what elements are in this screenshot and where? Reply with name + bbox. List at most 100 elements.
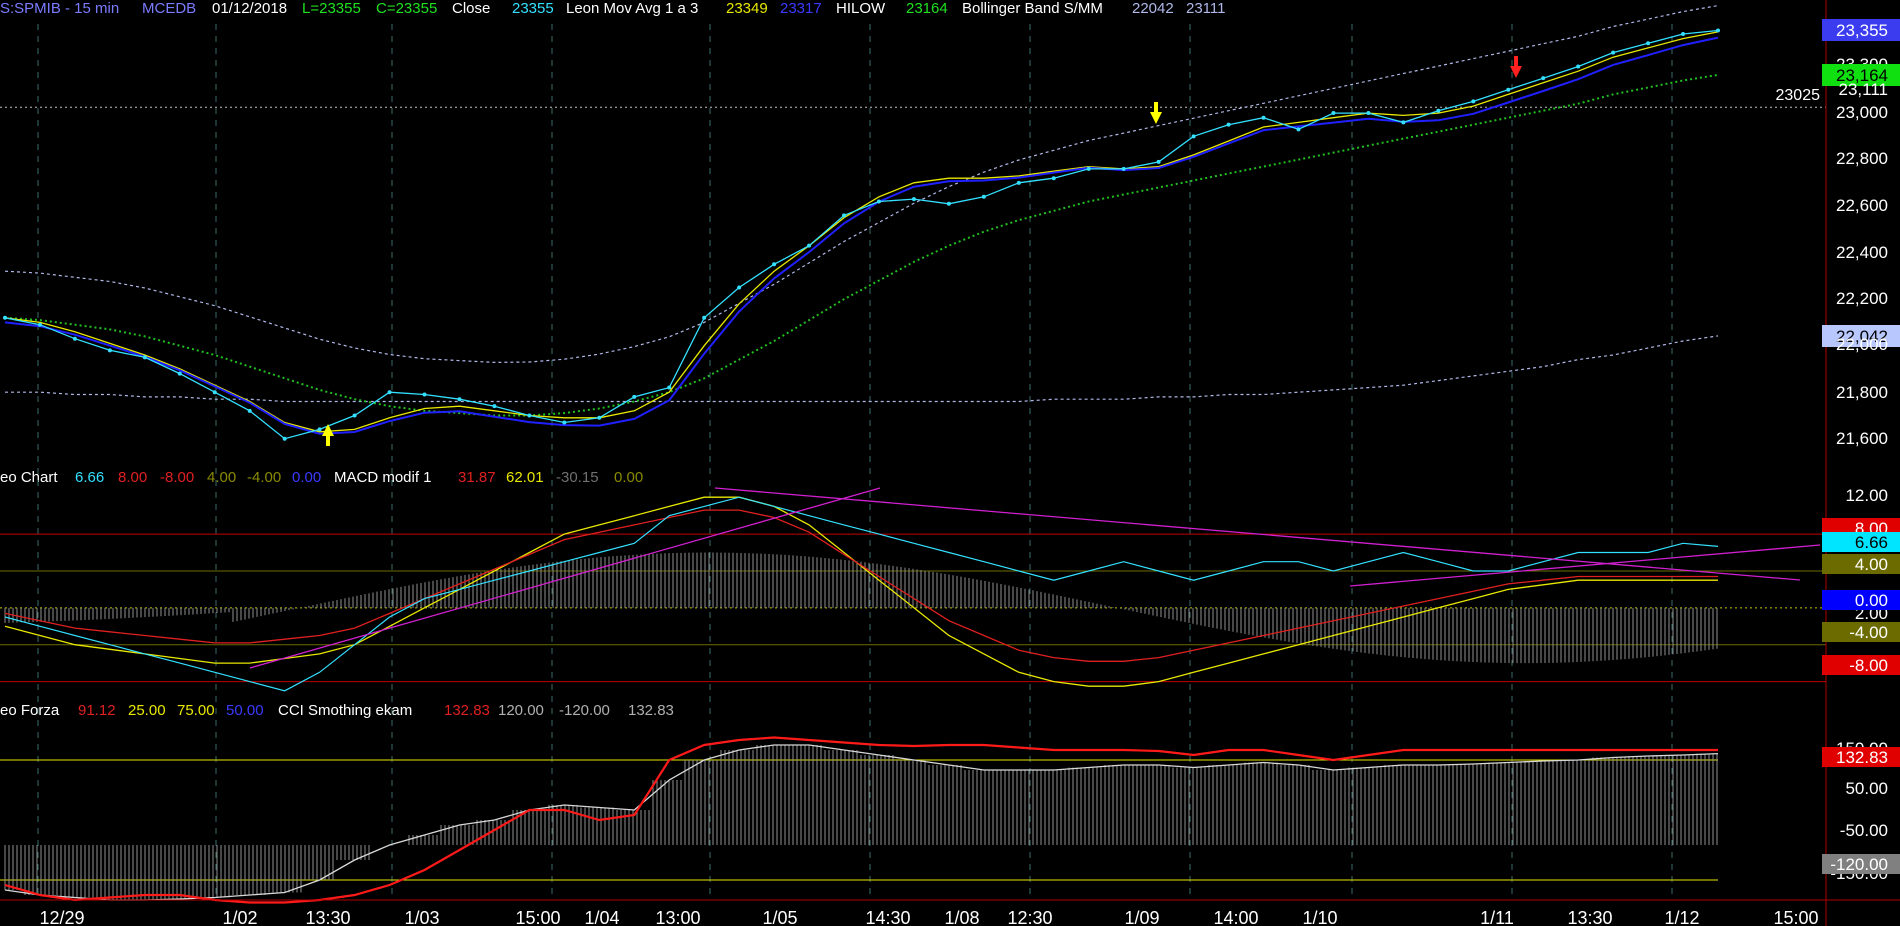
price-tag-label: 23,355 bbox=[1836, 21, 1888, 40]
close-point bbox=[1541, 76, 1546, 81]
price-tick-label: 23,000 bbox=[1836, 103, 1888, 122]
close-point bbox=[387, 390, 392, 395]
forza-f4: 50.00 bbox=[226, 702, 264, 719]
close-point bbox=[702, 315, 707, 320]
bollinger-upper-line bbox=[4, 5, 1719, 364]
close-point bbox=[1646, 41, 1651, 46]
close-point bbox=[247, 408, 252, 413]
price-tag-box bbox=[1822, 19, 1900, 41]
ma-value-2: 23317 bbox=[780, 0, 822, 17]
price-tag-box bbox=[1822, 325, 1900, 347]
close-line bbox=[4, 29, 1719, 440]
forza-line bbox=[4, 736, 1718, 904]
bb-label: Bollinger Band S/MM bbox=[962, 0, 1103, 17]
forza-tag-label: -120.00 bbox=[1830, 855, 1888, 874]
price-tag-box bbox=[1822, 64, 1900, 86]
close-point bbox=[1156, 159, 1161, 164]
time-tick-label: 1/03 bbox=[404, 908, 439, 926]
close-point bbox=[1261, 115, 1266, 120]
close-point bbox=[1016, 180, 1021, 185]
macd-line bbox=[4, 496, 1718, 687]
signal-arrow-icon bbox=[1150, 102, 1162, 124]
close-point bbox=[352, 413, 357, 418]
forza-f1: 91.12 bbox=[78, 702, 116, 719]
close-point bbox=[1366, 111, 1371, 116]
forza-pane-header: eo Forza 91.12 25.00 75.00 50.00 CCI Smo… bbox=[0, 702, 674, 719]
hilow-line bbox=[4, 73, 1719, 417]
ma-series-label: Leon Mov Avg 1 a 3 bbox=[566, 0, 698, 17]
close-point bbox=[1506, 87, 1511, 92]
cci-line bbox=[4, 744, 1719, 901]
hilow-value: 23164 bbox=[906, 0, 948, 17]
osc-tag-label: 4.00 bbox=[1855, 555, 1888, 574]
osc-tag-box bbox=[1822, 554, 1900, 574]
close-point bbox=[667, 385, 672, 390]
price-tick-label: 22,400 bbox=[1836, 243, 1888, 262]
price-tick-label: 22,200 bbox=[1836, 289, 1888, 308]
close-point bbox=[946, 201, 951, 206]
ref-line-label: 23025 bbox=[1776, 87, 1821, 104]
forza-tick-label: 50.00 bbox=[1845, 779, 1888, 798]
close-point bbox=[457, 397, 462, 402]
cci-c1: 132.83 bbox=[444, 702, 490, 719]
close-point bbox=[597, 415, 602, 420]
close-point bbox=[911, 197, 916, 202]
close-point bbox=[1086, 166, 1091, 171]
close-eq-label: C=23355 bbox=[376, 0, 437, 17]
close-point bbox=[37, 322, 42, 327]
time-tick-label: 13:30 bbox=[1567, 908, 1612, 926]
time-tick-label: 1/10 bbox=[1302, 908, 1337, 926]
close-point bbox=[317, 427, 322, 432]
bollinger-lower-line bbox=[5, 335, 1719, 403]
time-tick-label: 15:00 bbox=[1773, 908, 1818, 926]
close-point bbox=[876, 199, 881, 204]
close-series-value: 23355 bbox=[512, 0, 554, 17]
close-point bbox=[1401, 120, 1406, 125]
price-tick-label: 21,600 bbox=[1836, 429, 1888, 448]
close-point bbox=[1331, 111, 1336, 116]
exchange-label: MCEDB bbox=[142, 0, 196, 17]
hilow-label: HILOW bbox=[836, 0, 886, 17]
osc-tag-label: 6.66 bbox=[1855, 533, 1888, 552]
cci-name: CCI Smothing ekam bbox=[278, 702, 412, 719]
close-point bbox=[772, 262, 777, 267]
time-tick-label: 13:30 bbox=[305, 908, 350, 926]
forza-tick-label: -50.00 bbox=[1840, 821, 1888, 840]
osc-name: eo Chart bbox=[0, 469, 58, 486]
macd-m4: 0.00 bbox=[614, 469, 643, 486]
forza-name: eo Forza bbox=[0, 702, 60, 719]
osc-tag-box bbox=[1822, 622, 1900, 642]
macd-m3: -30.15 bbox=[556, 469, 599, 486]
close-point bbox=[1226, 122, 1231, 127]
osc-v3: -8.00 bbox=[160, 469, 194, 486]
buy-arrow-icon bbox=[322, 424, 334, 446]
close-point bbox=[1716, 28, 1720, 33]
price-tick-label: 22,800 bbox=[1836, 149, 1888, 168]
close-series-label: Close bbox=[452, 0, 490, 17]
osc-v1: 6.66 bbox=[75, 469, 104, 486]
close-point bbox=[842, 213, 847, 218]
osc-tag-box bbox=[1822, 655, 1900, 675]
ma-slow-line bbox=[4, 36, 1719, 435]
close-point bbox=[1681, 31, 1686, 36]
price-tag-label: 22,000 bbox=[1836, 335, 1888, 354]
time-tick-label: 1/04 bbox=[584, 908, 619, 926]
cci-c3: -120.00 bbox=[559, 702, 610, 719]
trendline-up bbox=[249, 487, 881, 669]
time-tick-label: 14:30 bbox=[865, 908, 910, 926]
macd-name: MACD modif 1 bbox=[334, 469, 432, 486]
close-point bbox=[107, 348, 112, 353]
time-tick-label: 1/09 bbox=[1124, 908, 1159, 926]
series-layer bbox=[3, 5, 1821, 904]
time-tick-label: 12:30 bbox=[1007, 908, 1052, 926]
osc-tag-label: -8.00 bbox=[1849, 656, 1888, 675]
close-point bbox=[422, 392, 427, 397]
date-label: 01/12/2018 bbox=[212, 0, 287, 17]
close-point bbox=[1296, 127, 1301, 132]
low-label: L=23355 bbox=[302, 0, 361, 17]
close-point bbox=[142, 355, 147, 360]
osc-line bbox=[4, 496, 1719, 692]
symbol-label: S:SPMIB - 15 min bbox=[0, 0, 119, 17]
